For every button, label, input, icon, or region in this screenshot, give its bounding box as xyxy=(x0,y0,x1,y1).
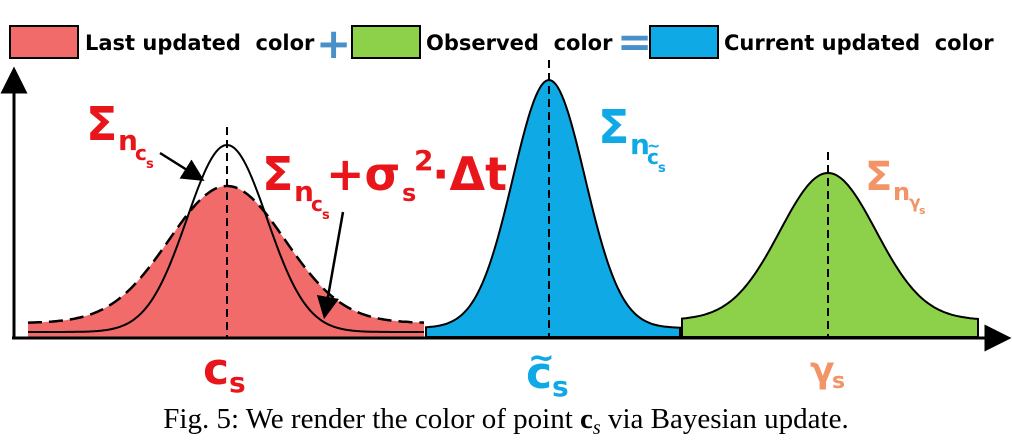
svg-text:c: c xyxy=(526,348,552,399)
svg-text:n: n xyxy=(294,175,314,208)
legend-swatch-observed xyxy=(351,25,421,59)
plus-operator-icon: + xyxy=(316,19,351,68)
legend-label-current-updated: Current updated color xyxy=(724,31,994,55)
sigma-predicted-label: Σ n c s +σ s 2 ·Δt xyxy=(262,144,507,223)
x-label-cs: c s xyxy=(203,344,246,399)
figure-caption: Fig. 5: We render the color of point cs … xyxy=(163,403,848,439)
svg-text:s: s xyxy=(229,366,246,399)
svg-text:c: c xyxy=(311,192,323,216)
caption-var-c: c xyxy=(580,403,593,435)
svg-text:Σ: Σ xyxy=(262,147,293,201)
observed-distribution-fill xyxy=(681,171,979,338)
caption-prefix: Fig. 5: We render the color of point xyxy=(163,403,580,435)
svg-text:s: s xyxy=(552,370,569,403)
svg-text:n: n xyxy=(118,124,138,157)
svg-text:·Δt: ·Δt xyxy=(432,147,507,201)
svg-text:c: c xyxy=(203,344,229,395)
svg-text:~: ~ xyxy=(528,338,555,376)
caption-var-s: s xyxy=(593,417,601,439)
svg-text:Σ: Σ xyxy=(86,97,117,151)
svg-text:γ: γ xyxy=(909,193,921,213)
svg-text:s: s xyxy=(322,208,330,223)
legend-swatch-current-updated xyxy=(649,25,719,59)
x-label-gamma: γ s xyxy=(810,350,845,394)
equals-operator-icon: = xyxy=(617,17,652,66)
pointer-arrow-sigma-wide xyxy=(316,211,345,320)
svg-text:s: s xyxy=(146,157,154,172)
svg-text:+σ: +σ xyxy=(326,147,400,201)
svg-text:2: 2 xyxy=(414,144,433,177)
svg-text:Σ: Σ xyxy=(598,100,629,154)
sigma-last-updated-label: Σ n c s xyxy=(86,97,154,172)
legend-swatch-last-updated xyxy=(9,25,79,59)
x-label-cs-tilde: ~ c s xyxy=(526,338,569,403)
legend: Last updated color + Observed color = Cu… xyxy=(9,17,994,68)
svg-text:s: s xyxy=(402,179,416,207)
svg-text:~: ~ xyxy=(647,136,660,155)
svg-text:s: s xyxy=(658,161,666,176)
current-updated-distribution-fill xyxy=(425,79,681,338)
svg-text:n: n xyxy=(893,178,910,206)
svg-text:c: c xyxy=(135,141,147,165)
svg-text:s: s xyxy=(919,204,926,217)
sigma-current-updated-label: Σ n ~ c s xyxy=(598,100,666,176)
caption-suffix: via Bayesian update. xyxy=(601,403,849,435)
svg-text:s: s xyxy=(832,369,845,394)
svg-text:n: n xyxy=(630,128,650,161)
svg-text:Σ: Σ xyxy=(865,154,892,200)
svg-text:γ: γ xyxy=(810,350,835,391)
pointer-arrow-sigma-narrow xyxy=(159,151,205,181)
legend-label-last-updated: Last updated color xyxy=(85,31,315,55)
legend-label-observed: Observed color xyxy=(426,31,613,55)
sigma-observed-label: Σ n γ s xyxy=(865,154,926,217)
svg-text:c: c xyxy=(647,145,659,169)
